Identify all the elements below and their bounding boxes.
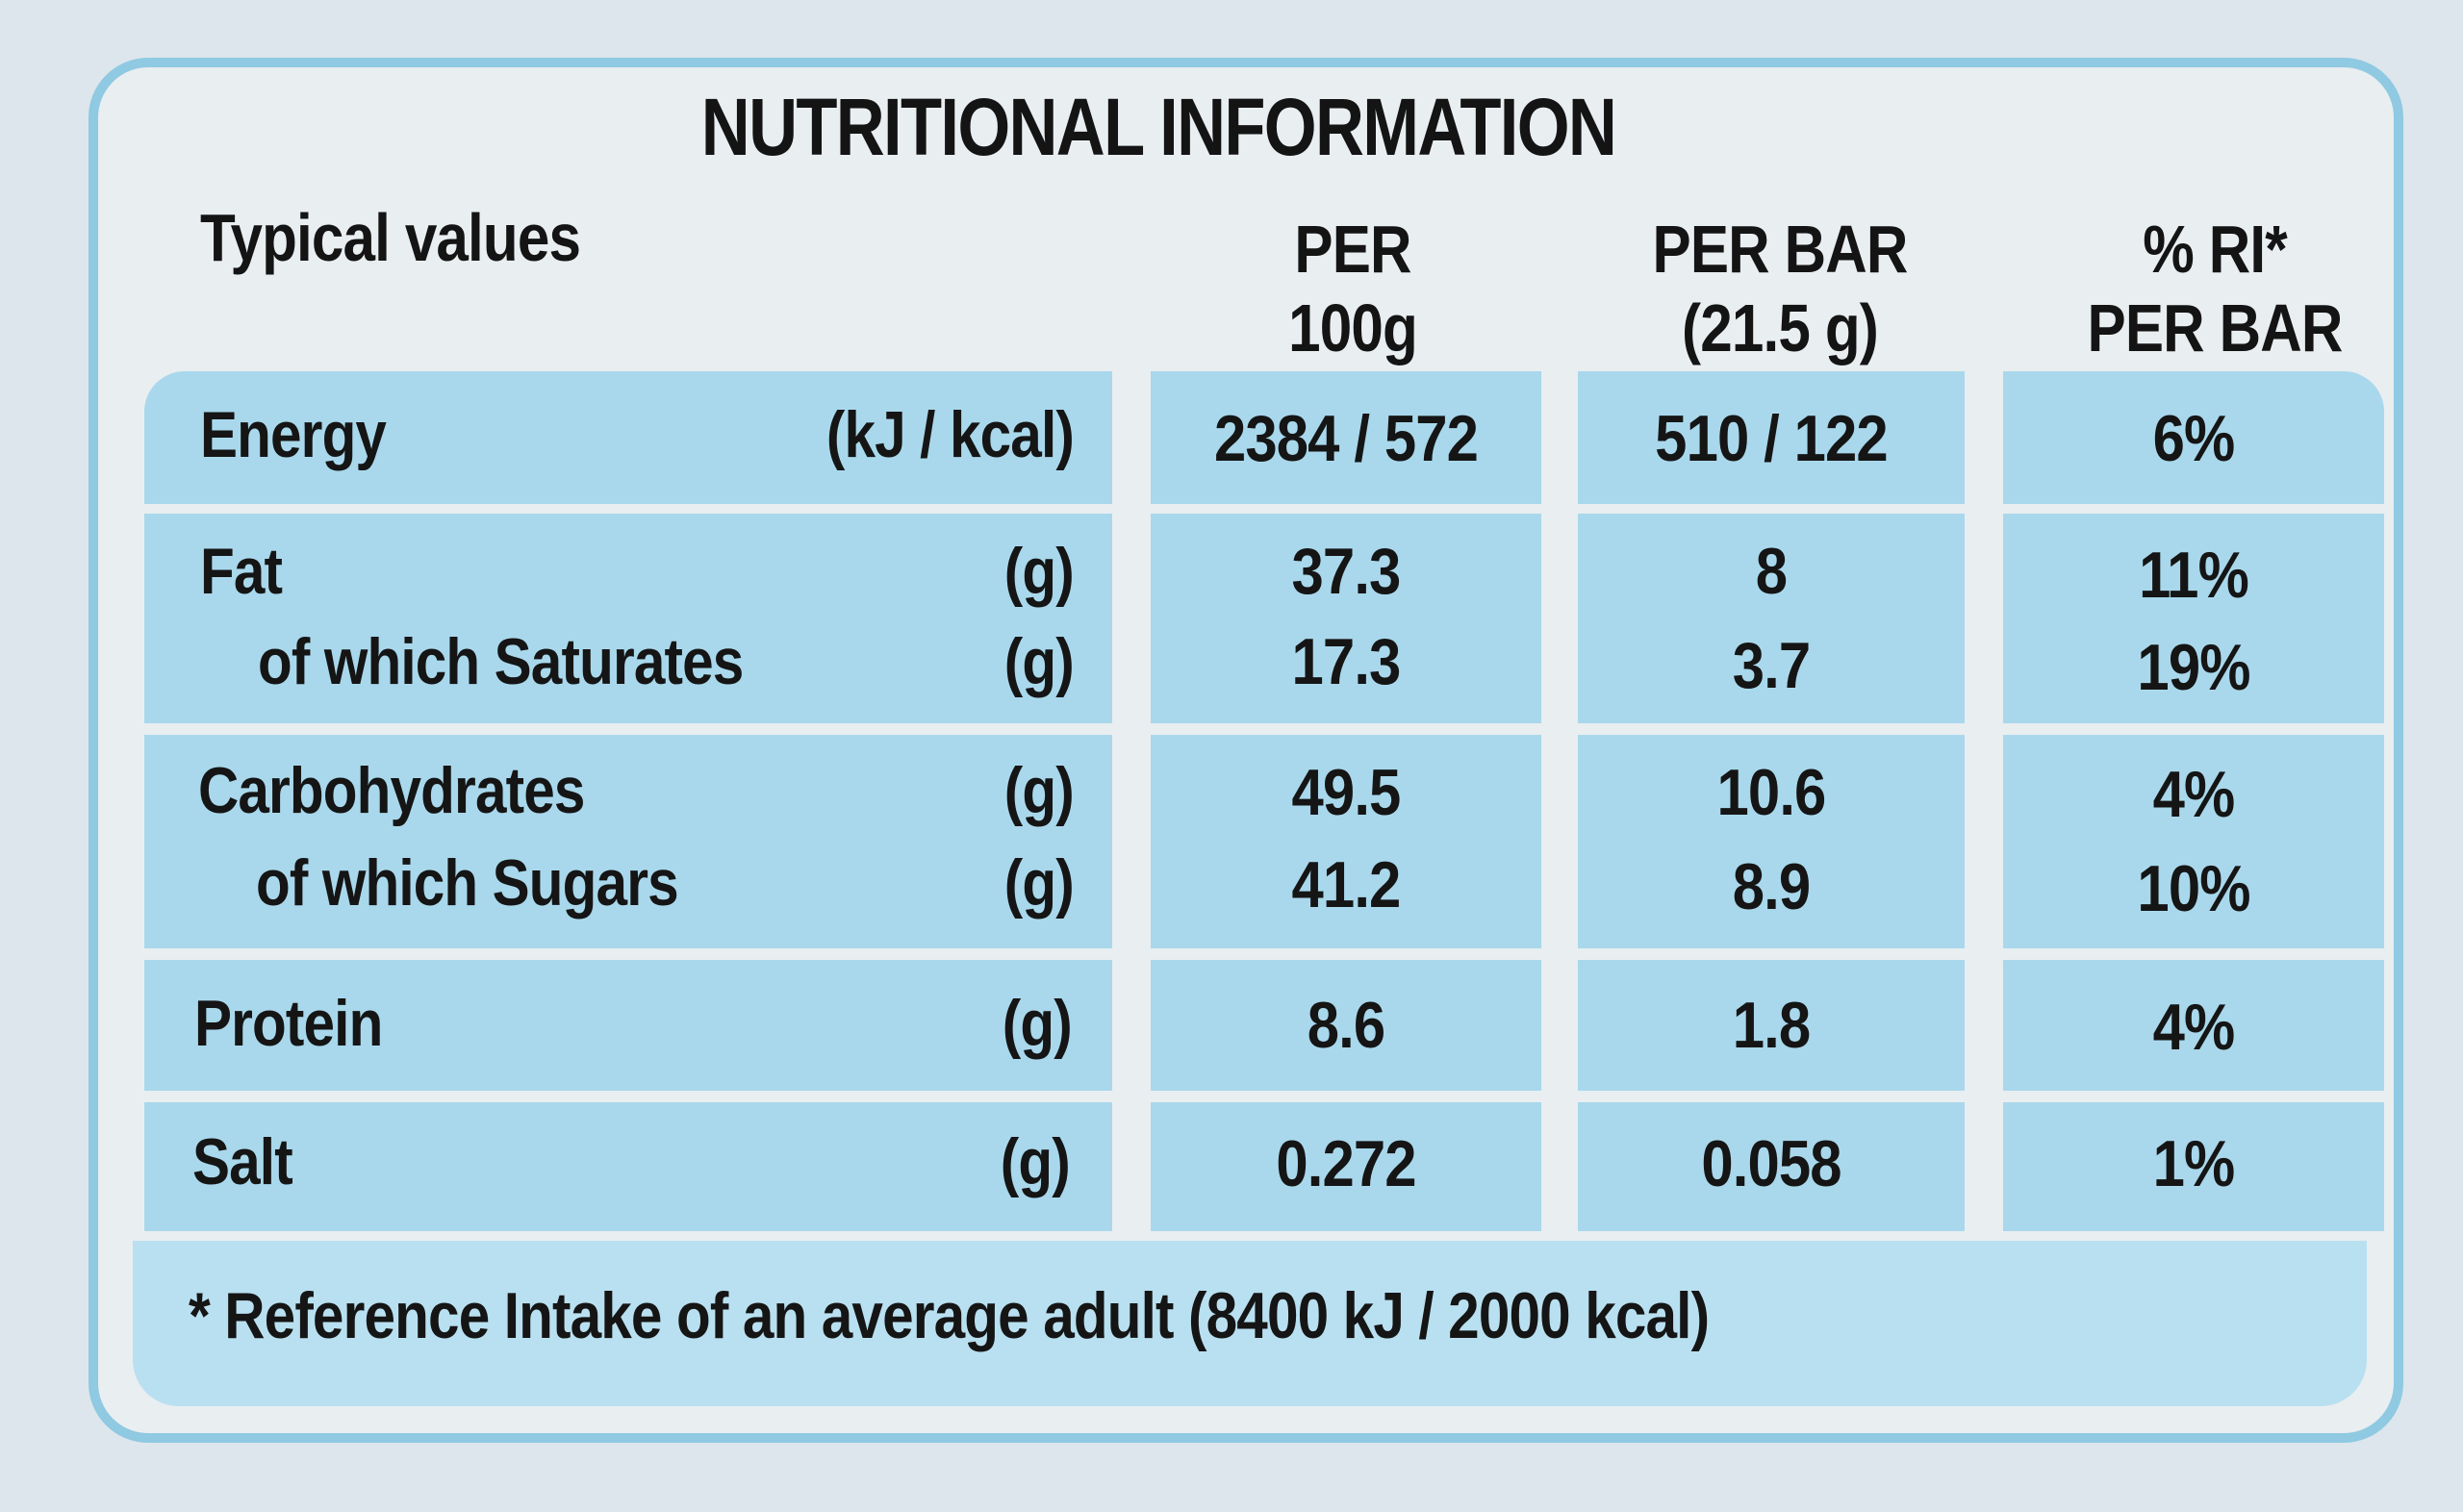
row-per100: 0.272 xyxy=(1276,1127,1416,1200)
row-perbar: 510 / 122 xyxy=(1655,402,1889,475)
protein-ri-cell xyxy=(2003,960,2384,1091)
fat-per100-cell xyxy=(1151,514,1541,723)
row-ri: 4% xyxy=(2152,991,2236,1064)
carbs-perbar-cell xyxy=(1578,735,1965,948)
salt-ri-cell xyxy=(2003,1102,2384,1231)
row-ri: 4% xyxy=(2152,758,2236,831)
carbs-per100-cell xyxy=(1151,735,1541,948)
header-ri-per-bar: % RI* PER BAR xyxy=(2087,212,2344,365)
row-perbar: 8.9 xyxy=(1732,850,1811,923)
salt-per100-cell xyxy=(1151,1102,1541,1231)
row-per100: 41.2 xyxy=(1291,848,1402,921)
energy-perbar-cell xyxy=(1578,371,1965,504)
row-perbar: 10.6 xyxy=(1716,756,1827,829)
row-unit: (kJ / kcal) xyxy=(825,398,1075,471)
row-label: Protein xyxy=(194,987,383,1060)
carbs-label-cell xyxy=(144,735,1112,948)
row-ri: 10% xyxy=(2137,852,2250,925)
salt-perbar-cell xyxy=(1578,1102,1965,1231)
footnote-reference-intake: * Reference Intake of an average adult (… xyxy=(189,1279,1710,1352)
row-label: Energy xyxy=(200,398,387,471)
row-ri: 19% xyxy=(2137,631,2250,704)
row-perbar: 8 xyxy=(1755,535,1788,608)
row-unit: (g) xyxy=(1003,754,1075,827)
row-perbar: 0.058 xyxy=(1701,1127,1841,1200)
header-per-bar: PER BAR (21.5 g) xyxy=(1652,212,1909,365)
footnote-band xyxy=(133,1241,2367,1406)
row-per100: 8.6 xyxy=(1307,989,1385,1062)
row-label: of which Saturates xyxy=(258,625,744,698)
row-per100: 49.5 xyxy=(1291,756,1402,829)
table-title: NUTRITIONAL INFORMATION xyxy=(700,82,1617,172)
protein-label-cell xyxy=(144,960,1112,1091)
row-perbar: 1.8 xyxy=(1732,989,1811,1062)
energy-label-cell xyxy=(144,371,1112,504)
row-per100: 17.3 xyxy=(1291,625,1402,698)
row-ri: 6% xyxy=(2152,402,2236,475)
row-ri: 11% xyxy=(2139,539,2249,612)
row-unit: (g) xyxy=(1003,535,1075,608)
row-label: Fat xyxy=(200,535,283,608)
fat-perbar-cell xyxy=(1578,514,1965,723)
salt-label-cell xyxy=(144,1102,1112,1231)
row-label: Salt xyxy=(192,1125,293,1198)
protein-perbar-cell xyxy=(1578,960,1965,1091)
header-per-100g: PER 100g xyxy=(1288,212,1418,365)
energy-ri-cell xyxy=(2003,371,2384,504)
row-label: Carbohydrates xyxy=(198,754,585,827)
row-unit: (g) xyxy=(1003,846,1075,920)
row-per100: 37.3 xyxy=(1291,535,1402,608)
row-unit: (g) xyxy=(1003,625,1075,698)
row-ri: 1% xyxy=(2152,1127,2236,1200)
row-per100: 2384 / 572 xyxy=(1213,402,1479,475)
fat-label-cell xyxy=(144,514,1112,723)
protein-per100-cell xyxy=(1151,960,1541,1091)
header-typical-values: Typical values xyxy=(200,200,581,275)
row-perbar: 3.7 xyxy=(1732,629,1811,702)
row-label: of which Sugars xyxy=(256,846,679,920)
row-unit: (g) xyxy=(1002,987,1073,1060)
fat-ri-cell xyxy=(2003,514,2384,723)
carbs-ri-cell xyxy=(2003,735,2384,948)
row-unit: (g) xyxy=(1000,1125,1071,1198)
energy-per100-cell xyxy=(1151,371,1541,504)
